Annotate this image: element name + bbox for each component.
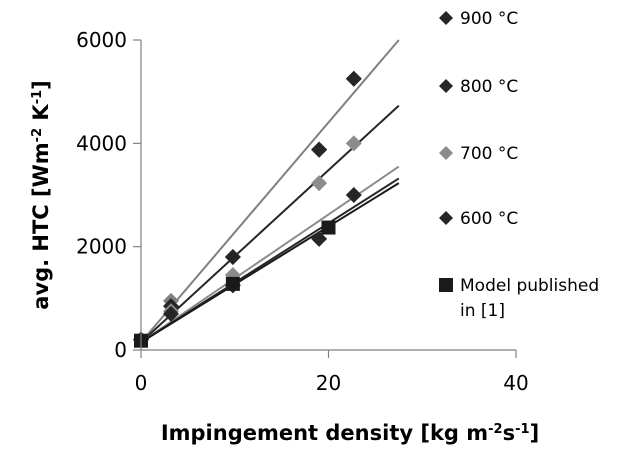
data-point-series-4 [225, 276, 240, 291]
legend-item-model: Model published in [1] [439, 276, 599, 321]
data-point-series-1 [224, 249, 241, 265]
legend-item-700: 700 °C [439, 144, 518, 164]
legend-marker-700 [439, 146, 453, 160]
y-tick-label: 4000 [76, 131, 127, 155]
x-axis-title: Impingement density [kg m-2s-1] [161, 421, 539, 445]
data-point-series-3 [345, 187, 362, 203]
x-tick-label: 20 [316, 371, 341, 395]
data-point-series-2 [311, 175, 328, 192]
legend-marker-model [439, 278, 453, 292]
data-point-series-4 [321, 220, 336, 235]
trendline-series-1 [140, 104, 400, 343]
data-point-series-2 [345, 135, 362, 152]
data-point-series-1 [345, 70, 362, 87]
y-tick-label: 6000 [76, 28, 127, 52]
ticks: 0 2000 4000 6000 0 20 40 [76, 28, 529, 395]
x-tick-label: 0 [135, 371, 148, 395]
legend-marker-900 [439, 11, 453, 25]
trendline-series-4 [140, 182, 400, 344]
data-point-series-3 [163, 305, 179, 322]
trendline-series-2 [140, 165, 400, 344]
y-axis-title: avg. HTC [Wm-2 K-1] [29, 80, 53, 310]
legend-marker-800 [439, 79, 453, 93]
legend-label-700: 700 °C [460, 144, 518, 164]
trendlines [140, 39, 400, 344]
legend-marker-600 [439, 211, 453, 225]
y-tick-label: 0 [114, 338, 127, 362]
trendline-series-0 [140, 39, 400, 343]
legend: 900 °C 800 °C 700 °C 600 °C Model publis… [439, 9, 599, 321]
data-point-series-1 [311, 141, 328, 158]
legend-item-800: 800 °C [439, 77, 518, 97]
legend-label-600: 600 °C [460, 209, 518, 229]
legend-item-600: 600 °C [439, 209, 518, 229]
y-tick-label: 2000 [76, 235, 127, 259]
legend-label-900: 900 °C [460, 9, 518, 29]
x-tick-label: 40 [503, 371, 528, 395]
data-point-series-3 [311, 230, 328, 247]
legend-label-model: Model published in [1] [460, 276, 599, 321]
legend-label-800: 800 °C [460, 77, 518, 97]
data-points [133, 70, 362, 348]
legend-item-900: 900 °C [439, 9, 518, 29]
